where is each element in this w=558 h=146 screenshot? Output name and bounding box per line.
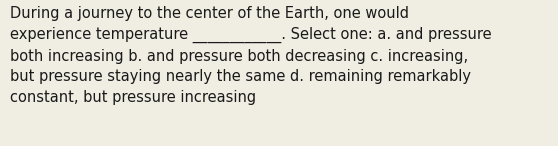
Text: During a journey to the center of the Earth, one would
experience temperature __: During a journey to the center of the Ea… [10, 6, 492, 105]
